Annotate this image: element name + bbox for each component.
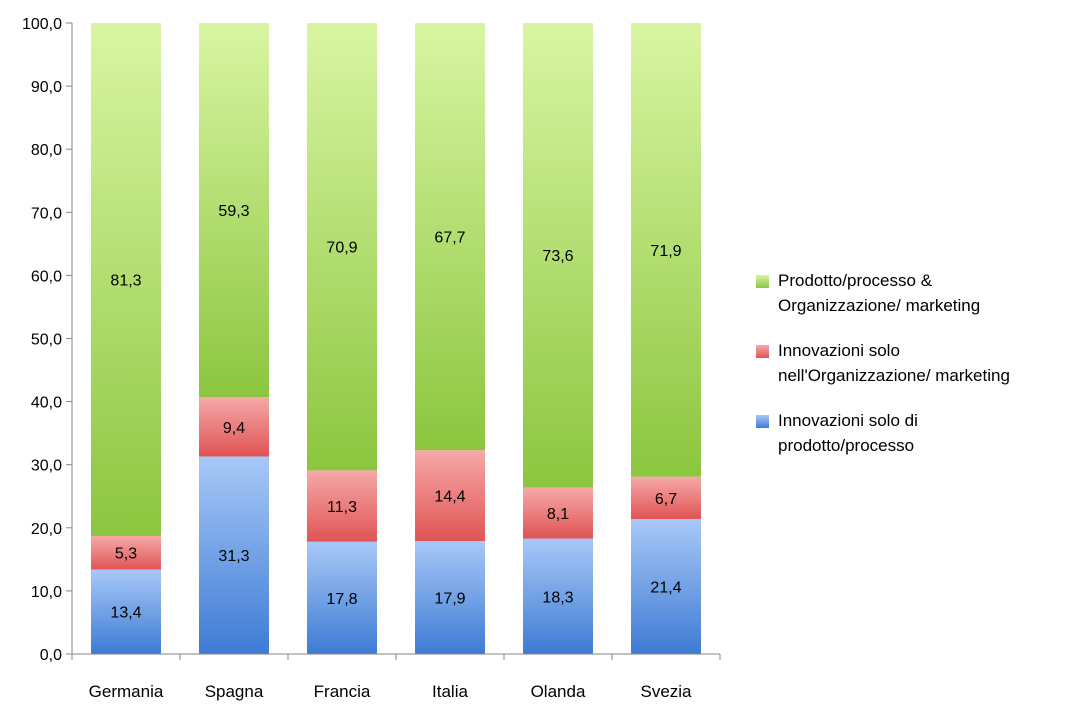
data-label: 73,6 (542, 248, 573, 265)
data-label: 9,4 (223, 420, 245, 437)
data-label: 70,9 (326, 240, 357, 257)
data-label: 14,4 (434, 489, 465, 506)
y-tick-label: 80,0 (31, 142, 62, 159)
y-tick-label: 50,0 (31, 332, 62, 349)
data-label: 21,4 (650, 579, 681, 596)
legend-label-red-line1: Innovazioni solo (778, 341, 900, 360)
legend-label-blue-line1: Innovazioni solo di (778, 411, 918, 430)
legend-item-red: Innovazioni solo nell'Organizzazione/ ma… (756, 338, 1081, 388)
data-label: 31,3 (218, 548, 249, 565)
legend-label-green-line2: Organizzazione/ marketing (778, 296, 981, 315)
data-label: 5,3 (115, 546, 137, 563)
data-label: 17,9 (434, 591, 465, 608)
x-tick-label: Germania (89, 682, 164, 701)
data-label: 81,3 (110, 273, 141, 290)
data-label: 11,3 (327, 499, 357, 516)
y-tick-label: 20,0 (31, 521, 62, 538)
data-label: 59,3 (218, 203, 249, 220)
bar-segment (307, 470, 377, 542)
bar-segment (199, 23, 269, 398)
y-tick-label: 90,0 (31, 79, 62, 96)
bar-segment (523, 538, 593, 654)
legend: Prodotto/processo & Organizzazione/ mark… (756, 268, 1081, 478)
x-tick-label: Svezia (640, 682, 692, 701)
data-label: 8,1 (547, 506, 569, 523)
x-tick-label: Italia (432, 682, 468, 701)
bar-segment (415, 23, 485, 451)
bar-segment (415, 450, 485, 542)
legend-label-blue-line2: prodotto/processo (778, 436, 915, 455)
bar-segment (523, 23, 593, 488)
data-label: 67,7 (434, 230, 465, 247)
bar-segment (91, 23, 161, 537)
data-label: 17,8 (326, 591, 357, 608)
legend-swatch-red (756, 345, 769, 358)
y-tick-label: 40,0 (31, 395, 62, 412)
legend-item-blue: Innovazioni solo di prodotto/processo (756, 408, 1081, 458)
legend-label-green-line1: Prodotto/processo & (778, 271, 933, 290)
y-tick-label: 0,0 (40, 647, 62, 664)
legend-label-red-line2: nell'Organizzazione/ marketing (778, 366, 1010, 385)
bar-segment (307, 541, 377, 654)
bar-segment (631, 476, 701, 519)
x-tick-label: Olanda (531, 682, 586, 701)
bar-segment (199, 456, 269, 654)
legend-swatch-green (756, 275, 769, 288)
bar-segment (307, 23, 377, 471)
data-label: 6,7 (655, 491, 677, 508)
data-label: 18,3 (542, 589, 573, 606)
bar-segment (523, 487, 593, 539)
bars-layer (91, 23, 701, 654)
y-tick-label: 10,0 (31, 584, 62, 601)
bar-segment (199, 397, 269, 457)
bar-segment (631, 518, 701, 654)
labels-layer: 13,4 5,3 81,3 Germania 31,3 9,4 59,3 Spagna 17,8… (22, 16, 692, 701)
data-label: 13,4 (110, 605, 141, 622)
data-label: 71,9 (650, 243, 681, 260)
y-tick-label: 60,0 (31, 268, 62, 285)
bar-segment (415, 541, 485, 654)
y-tick-label: 70,0 (31, 205, 62, 222)
legend-item-green: Prodotto/processo & Organizzazione/ mark… (756, 268, 1081, 318)
bar-segment (91, 536, 161, 570)
x-tick-label: Spagna (205, 682, 264, 701)
legend-swatch-blue (756, 415, 769, 428)
axes (66, 22, 721, 660)
y-tick-label: 30,0 (31, 458, 62, 475)
y-tick-label: 100,0 (22, 16, 62, 33)
x-tick-label: Francia (314, 682, 371, 701)
bar-segment (631, 23, 701, 477)
bar-segment (91, 569, 161, 654)
